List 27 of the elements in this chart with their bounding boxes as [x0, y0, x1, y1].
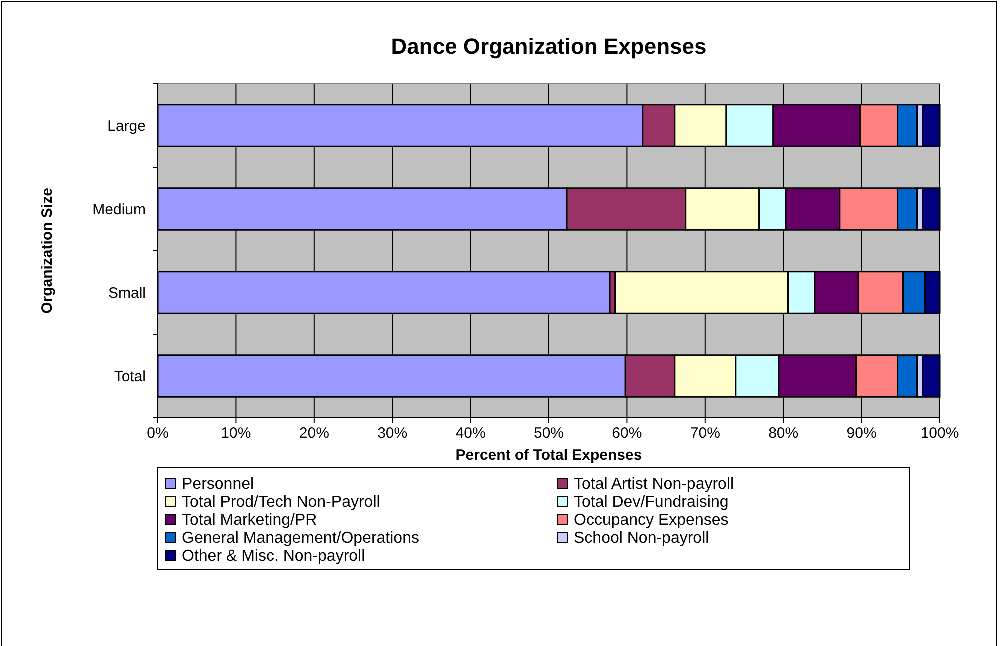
x-tick-label: 10%: [221, 425, 252, 442]
y-tick-label: Total: [114, 368, 146, 386]
y-tick-label: Large: [108, 118, 146, 135]
x-tick-label: 40%: [456, 425, 486, 442]
x-tick-label: 80%: [768, 425, 799, 442]
legend-label: School Non-payroll: [574, 530, 710, 547]
legend-label: Total Prod/Tech Non-Payroll: [182, 494, 380, 511]
legend-label: Total Artist Non-payroll: [574, 476, 734, 493]
legend-label: Total Marketing/PR: [182, 512, 318, 529]
x-tick-label: 100%: [920, 425, 960, 442]
x-tick-label: 20%: [299, 425, 330, 442]
legend-label: Other & Misc. Non-payroll: [182, 548, 366, 565]
legend-label: General Management/Operations: [182, 530, 420, 547]
x-tick-label: 90%: [846, 425, 877, 442]
x-tick-label: 60%: [612, 425, 642, 442]
y-tick-label: Small: [108, 285, 146, 302]
x-tick-label: 50%: [534, 425, 564, 442]
y-tick-label: Medium: [92, 202, 146, 218]
x-axis-title: Percent of Total Expenses: [456, 447, 642, 464]
y-axis-title: Organization Size: [39, 188, 56, 314]
legend-label: Total Dev/Fundraising: [574, 494, 729, 511]
legend-label: Occupancy Expenses: [574, 512, 729, 529]
x-tick-label: 0%: [147, 425, 169, 442]
x-tick-label: 30%: [378, 425, 408, 442]
x-tick-label: 70%: [690, 425, 720, 442]
legend-label: Personnel: [182, 476, 254, 493]
chart-title: Dance Organization Expenses: [391, 34, 707, 59]
